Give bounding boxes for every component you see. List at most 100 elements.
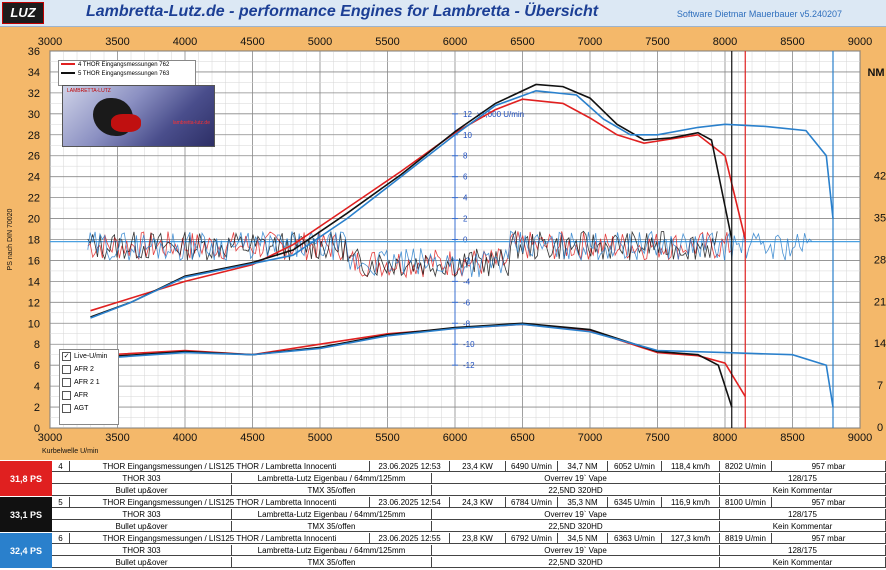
run-date-cell: 23.06.2025 12:53: [370, 461, 450, 472]
afr-trace: [87, 230, 813, 278]
run-detail-cell: Overrev 19` Vape: [432, 545, 720, 556]
x-tick-label-top: 3500: [105, 36, 129, 48]
run-num-cell: 6: [52, 533, 70, 544]
x-tick-label-bottom: 3000: [38, 432, 62, 444]
checkbox-icon[interactable]: [62, 390, 71, 400]
y-tick-label: 0: [34, 423, 40, 435]
checkbox-icon[interactable]: ✓: [62, 351, 71, 361]
x-tick-label-bottom: 5500: [375, 432, 399, 444]
run-detail-cell: 128/175: [720, 509, 886, 520]
checkbox-label: AFR: [74, 392, 88, 399]
checkbox-icon[interactable]: [62, 377, 71, 387]
chart-legend: 4 THOR Eingangsmessungen 762 5 THOR Eing…: [58, 60, 196, 86]
y-tick-label: 30: [28, 109, 40, 121]
x-tick-label-bottom: 7500: [645, 432, 669, 444]
run-detail-cell: Bullet up&over: [52, 521, 232, 532]
x-tick-label-top: 9000: [848, 36, 872, 48]
run-detail-cell: TMX 35/offen: [232, 557, 432, 568]
torque-tick-label: 42: [874, 171, 886, 183]
run-nm-rpm-cell: 6363 U/min: [608, 533, 662, 544]
y-tick-label: 2: [34, 402, 40, 414]
y-tick-label: 24: [28, 172, 40, 184]
run-row-detail: Bullet up&over TMX 35/offen 22,5ND 320HD Ke…: [52, 485, 886, 496]
run-title-cell: THOR Eingangsmessungen / LIS125 THOR / L…: [70, 497, 370, 508]
x-tick-label-bottom: 7000: [578, 432, 602, 444]
x-tick-label-top: 4000: [173, 36, 197, 48]
run-row-header[interactable]: 4 THOR Eingangsmessungen / LIS125 THOR / …: [52, 461, 886, 472]
checkbox-label: AFR 2 1: [74, 379, 100, 386]
x-tick-label-top: 4500: [240, 36, 264, 48]
afr-tick-label: -10: [463, 340, 475, 349]
run-title-cell: THOR Eingangsmessungen / LIS125 THOR / L…: [70, 533, 370, 544]
run-speed-rpm-cell: 8819 U/min: [720, 533, 772, 544]
run-detail-cell: TMX 35/offen: [232, 485, 432, 496]
y-tick-label: 12: [28, 297, 40, 309]
x-tick-label-top: 6500: [510, 36, 534, 48]
run-row-header[interactable]: 6 THOR Eingangsmessungen / LIS125 THOR / …: [52, 533, 886, 544]
x-tick-label-top: 5000: [308, 36, 332, 48]
x-tick-label-top: 8500: [780, 36, 804, 48]
x-tick-label-bottom: 4500: [240, 432, 264, 444]
checkbox-icon[interactable]: [62, 403, 71, 413]
run-nm-rpm-cell: 6052 U/min: [608, 461, 662, 472]
torque-tick-label: 7: [877, 380, 883, 392]
afr-tick-label: -4: [463, 277, 471, 286]
y-axis-label: PS nach DIN 70020: [7, 208, 14, 270]
rider-photo: LAMBRETTA-LUTZ lambretta-lutz.de: [62, 85, 215, 147]
afr-tick-label: -2: [463, 256, 471, 265]
afr-axis-unit: x1,000 U/min: [477, 110, 524, 119]
run-detail-cell: Kein Kommentar: [720, 557, 886, 568]
run-kw-rpm-cell: 6792 U/min: [506, 533, 558, 544]
torque-tick-label: 14: [874, 338, 886, 350]
run-title-cell: THOR Eingangsmessungen / LIS125 THOR / L…: [70, 461, 370, 472]
checkbox-icon[interactable]: [62, 364, 71, 374]
run-detail-cell: THOR 303: [52, 509, 232, 520]
run-speed-cell: 118,4 km/h: [662, 461, 720, 472]
run-power-badge: 32,4 PS: [0, 533, 52, 568]
y-tick-label: 26: [28, 151, 40, 163]
y-tick-label: 14: [28, 276, 40, 288]
app-title: Lambretta-Lutz.de - performance Engines …: [86, 3, 599, 20]
run-detail-cell: 22,5ND 320HD: [432, 485, 720, 496]
run-power-badge: 33,1 PS: [0, 497, 52, 532]
run-detail-cell: TMX 35/offen: [232, 521, 432, 532]
run-detail-cell: Lambretta-Lutz Eigenbau / 64mm/125mm: [232, 473, 432, 484]
run-detail-cell: Overrev 19` Vape: [432, 473, 720, 484]
torque-curve-6: [90, 323, 834, 408]
x-tick-label-top: 3000: [38, 36, 62, 48]
y-tick-label: 32: [28, 88, 40, 100]
afr-tick-label: 2: [463, 215, 468, 224]
run-detail-cell: 128/175: [720, 545, 886, 556]
y-tick-label: 28: [28, 130, 40, 142]
legend-swatch: [61, 63, 75, 66]
afr-tick-label: -6: [463, 298, 471, 307]
photo-caption-2: lambretta-lutz.de: [172, 120, 210, 126]
run-kw-rpm-cell: 6784 U/min: [506, 497, 558, 508]
checkbox-afr[interactable]: AFR: [60, 389, 118, 402]
y-tick-label: 18: [28, 235, 40, 247]
run-detail-cell: THOR 303: [52, 473, 232, 484]
run-mbar-cell: 957 mbar: [772, 533, 886, 544]
x-tick-label-top: 6000: [443, 36, 467, 48]
afr-tick-label: 8: [463, 152, 468, 161]
checkbox-agt[interactable]: AGT: [60, 402, 118, 415]
run-row-detail: Bullet up&over TMX 35/offen 22,5ND 320HD Ke…: [52, 557, 886, 568]
x-tick-label-bottom: 9000: [848, 432, 872, 444]
power-curve-4: [90, 98, 747, 312]
checkbox-afr-2[interactable]: AFR 2: [60, 363, 118, 376]
run-row-header[interactable]: 5 THOR Eingangsmessungen / LIS125 THOR / …: [52, 497, 886, 508]
run-nm-cell: 35,3 NM: [558, 497, 608, 508]
legend-label: 5 THOR Eingangsmessungen 763: [78, 71, 170, 77]
run-kw-cell: 24,3 KW: [450, 497, 506, 508]
checkbox-live-rpm[interactable]: ✓ Live-U/min: [60, 350, 118, 363]
x-tick-label-bottom: 5000: [308, 432, 332, 444]
x-tick-label-bottom: 8500: [780, 432, 804, 444]
run-detail-cell: Bullet up&over: [52, 485, 232, 496]
y-tick-label: 4: [34, 381, 40, 393]
y-tick-label: 6: [34, 360, 40, 372]
dyno-chart-area: 3000 3000 3500 3500 4000 4000 4500 4500 5000 5000…: [0, 27, 886, 460]
checkbox-afr-2-1[interactable]: AFR 2 1: [60, 376, 118, 389]
run-speed-rpm-cell: 8202 U/min: [720, 461, 772, 472]
y-tick-label: 36: [28, 46, 40, 58]
legend-label: 4 THOR Eingangsmessungen 762: [78, 62, 170, 68]
